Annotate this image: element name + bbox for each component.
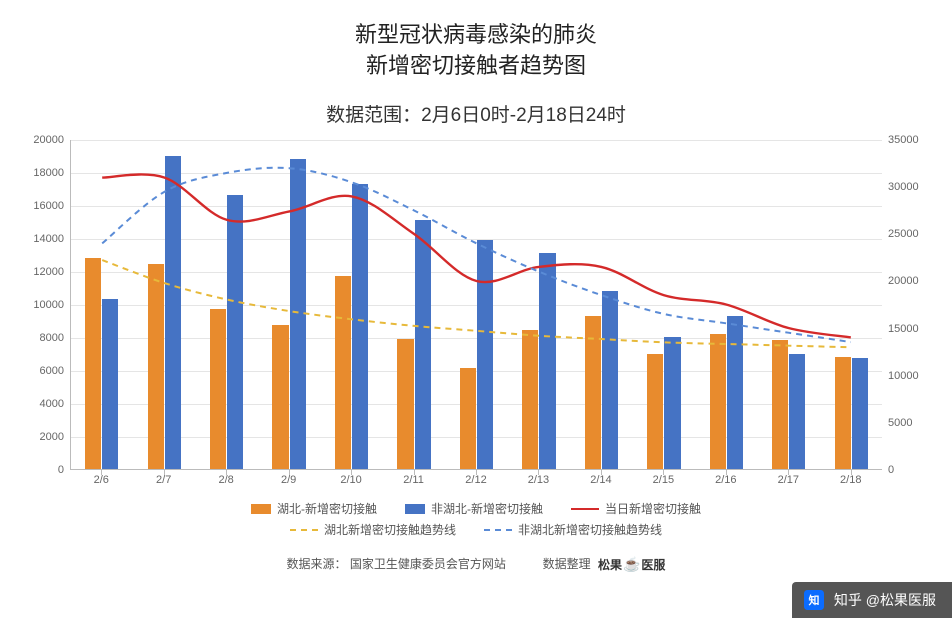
y2-tick-label: 20000	[888, 275, 928, 287]
legend-item: 湖北-新增密切接触	[251, 500, 377, 517]
legend-label: 非湖北-新增密切接触	[431, 500, 543, 517]
y2-tick-label: 35000	[888, 134, 928, 146]
legend-item: 湖北新增密切接触趋势线	[290, 521, 456, 538]
legend-row: 湖北新增密切接触趋势线 非湖北新增密切接触趋势线	[0, 521, 952, 538]
y1-tick-label: 6000	[24, 365, 64, 377]
y1-tick-label: 8000	[24, 332, 64, 344]
legend-swatch	[484, 529, 512, 531]
y1-tick-label: 14000	[24, 233, 64, 245]
legend-swatch	[290, 529, 318, 531]
x-tick-label: 2/17	[778, 474, 799, 486]
x-tick	[414, 470, 415, 475]
legend-label: 湖北-新增密切接触	[277, 500, 377, 517]
y2-tick-label: 0	[888, 464, 928, 476]
series-line	[102, 174, 851, 337]
series-line	[102, 260, 851, 347]
source-label: 数据来源：	[287, 557, 347, 571]
legend-label: 非湖北新增密切接触趋势线	[518, 521, 662, 538]
y1-tick-label: 20000	[24, 134, 64, 146]
x-tick	[601, 470, 602, 475]
brand-logo: 松果 ☕ 医服	[598, 556, 665, 573]
x-tick	[289, 470, 290, 475]
x-tick	[226, 470, 227, 475]
series-line	[102, 168, 851, 342]
chart-area: 0 2000 4000 6000 8000 10000 12000 14000 16000 180…	[20, 140, 932, 520]
x-tick	[851, 470, 852, 475]
brand-zh: 松果	[598, 556, 622, 573]
x-tick-label: 2/11	[403, 474, 424, 486]
chart-subtitle: 数据范围：2月6日0时-2月18日24时	[0, 100, 952, 127]
x-tick	[351, 470, 352, 475]
lines-layer	[71, 140, 882, 469]
x-tick	[164, 470, 165, 475]
y1-tick-label: 0	[24, 464, 64, 476]
y1-tick-label: 18000	[24, 167, 64, 179]
legend-swatch	[251, 504, 271, 514]
legend-swatch	[405, 504, 425, 514]
zhihu-watermark: 知 知乎 @松果医服	[792, 582, 952, 618]
plot-box	[70, 140, 882, 470]
y2-tick-label: 25000	[888, 228, 928, 240]
legend-row: 湖北-新增密切接触 非湖北-新增密切接触 当日新增密切接触	[0, 500, 952, 517]
y1-tick-label: 10000	[24, 299, 64, 311]
x-tick-label: 2/16	[715, 474, 736, 486]
x-tick	[538, 470, 539, 475]
x-tick-label: 2/18	[840, 474, 861, 486]
legend-swatch	[571, 508, 599, 510]
y1-tick-label: 2000	[24, 431, 64, 443]
chart-legend: 湖北-新增密切接触 非湖北-新增密切接触 当日新增密切接触 湖北新增密切接触趋势线 非…	[0, 500, 952, 542]
x-tick-label: 2/6	[94, 474, 109, 486]
legend-item: 非湖北-新增密切接触	[405, 500, 543, 517]
legend-item: 非湖北新增密切接触趋势线	[484, 521, 662, 538]
compiler-label: 数据整理	[543, 557, 591, 571]
x-tick	[788, 470, 789, 475]
y1-tick-label: 12000	[24, 266, 64, 278]
chart-title-line1: 新型冠状病毒感染的肺炎	[0, 20, 952, 51]
y1-tick-label: 4000	[24, 398, 64, 410]
x-tick	[476, 470, 477, 475]
x-tick-label: 2/10	[340, 474, 361, 486]
chart-title-line2: 新增密切接触者趋势图	[0, 51, 952, 82]
x-tick-label: 2/9	[281, 474, 296, 486]
legend-label: 当日新增密切接触	[605, 500, 701, 517]
chart-footer: 数据来源： 国家卫生健康委员会官方网站 数据整理 松果 ☕ 医服	[0, 555, 952, 573]
x-tick	[663, 470, 664, 475]
legend-item: 当日新增密切接触	[571, 500, 701, 517]
chart-title-block: 新型冠状病毒感染的肺炎 新增密切接触者趋势图	[0, 0, 952, 82]
watermark-text: 知乎 @松果医服	[834, 590, 936, 610]
source-value: 国家卫生健康委员会官方网站	[350, 557, 506, 571]
x-tick	[726, 470, 727, 475]
y2-tick-label: 30000	[888, 181, 928, 193]
svg-text:知: 知	[808, 593, 819, 607]
y1-tick-label: 16000	[24, 200, 64, 212]
x-tick-label: 2/13	[528, 474, 549, 486]
y2-tick-label: 15000	[888, 323, 928, 335]
zhihu-icon: 知	[804, 590, 824, 610]
y2-tick-label: 5000	[888, 417, 928, 429]
x-tick-label: 2/15	[653, 474, 674, 486]
x-tick-label: 2/14	[590, 474, 611, 486]
mug-icon: ☕	[623, 556, 640, 573]
x-tick-label: 2/12	[465, 474, 486, 486]
brand-suffix: 医服	[641, 556, 665, 573]
x-tick	[101, 470, 102, 475]
x-tick-label: 2/8	[218, 474, 233, 486]
x-tick-label: 2/7	[156, 474, 171, 486]
legend-label: 湖北新增密切接触趋势线	[324, 521, 456, 538]
y2-tick-label: 10000	[888, 370, 928, 382]
